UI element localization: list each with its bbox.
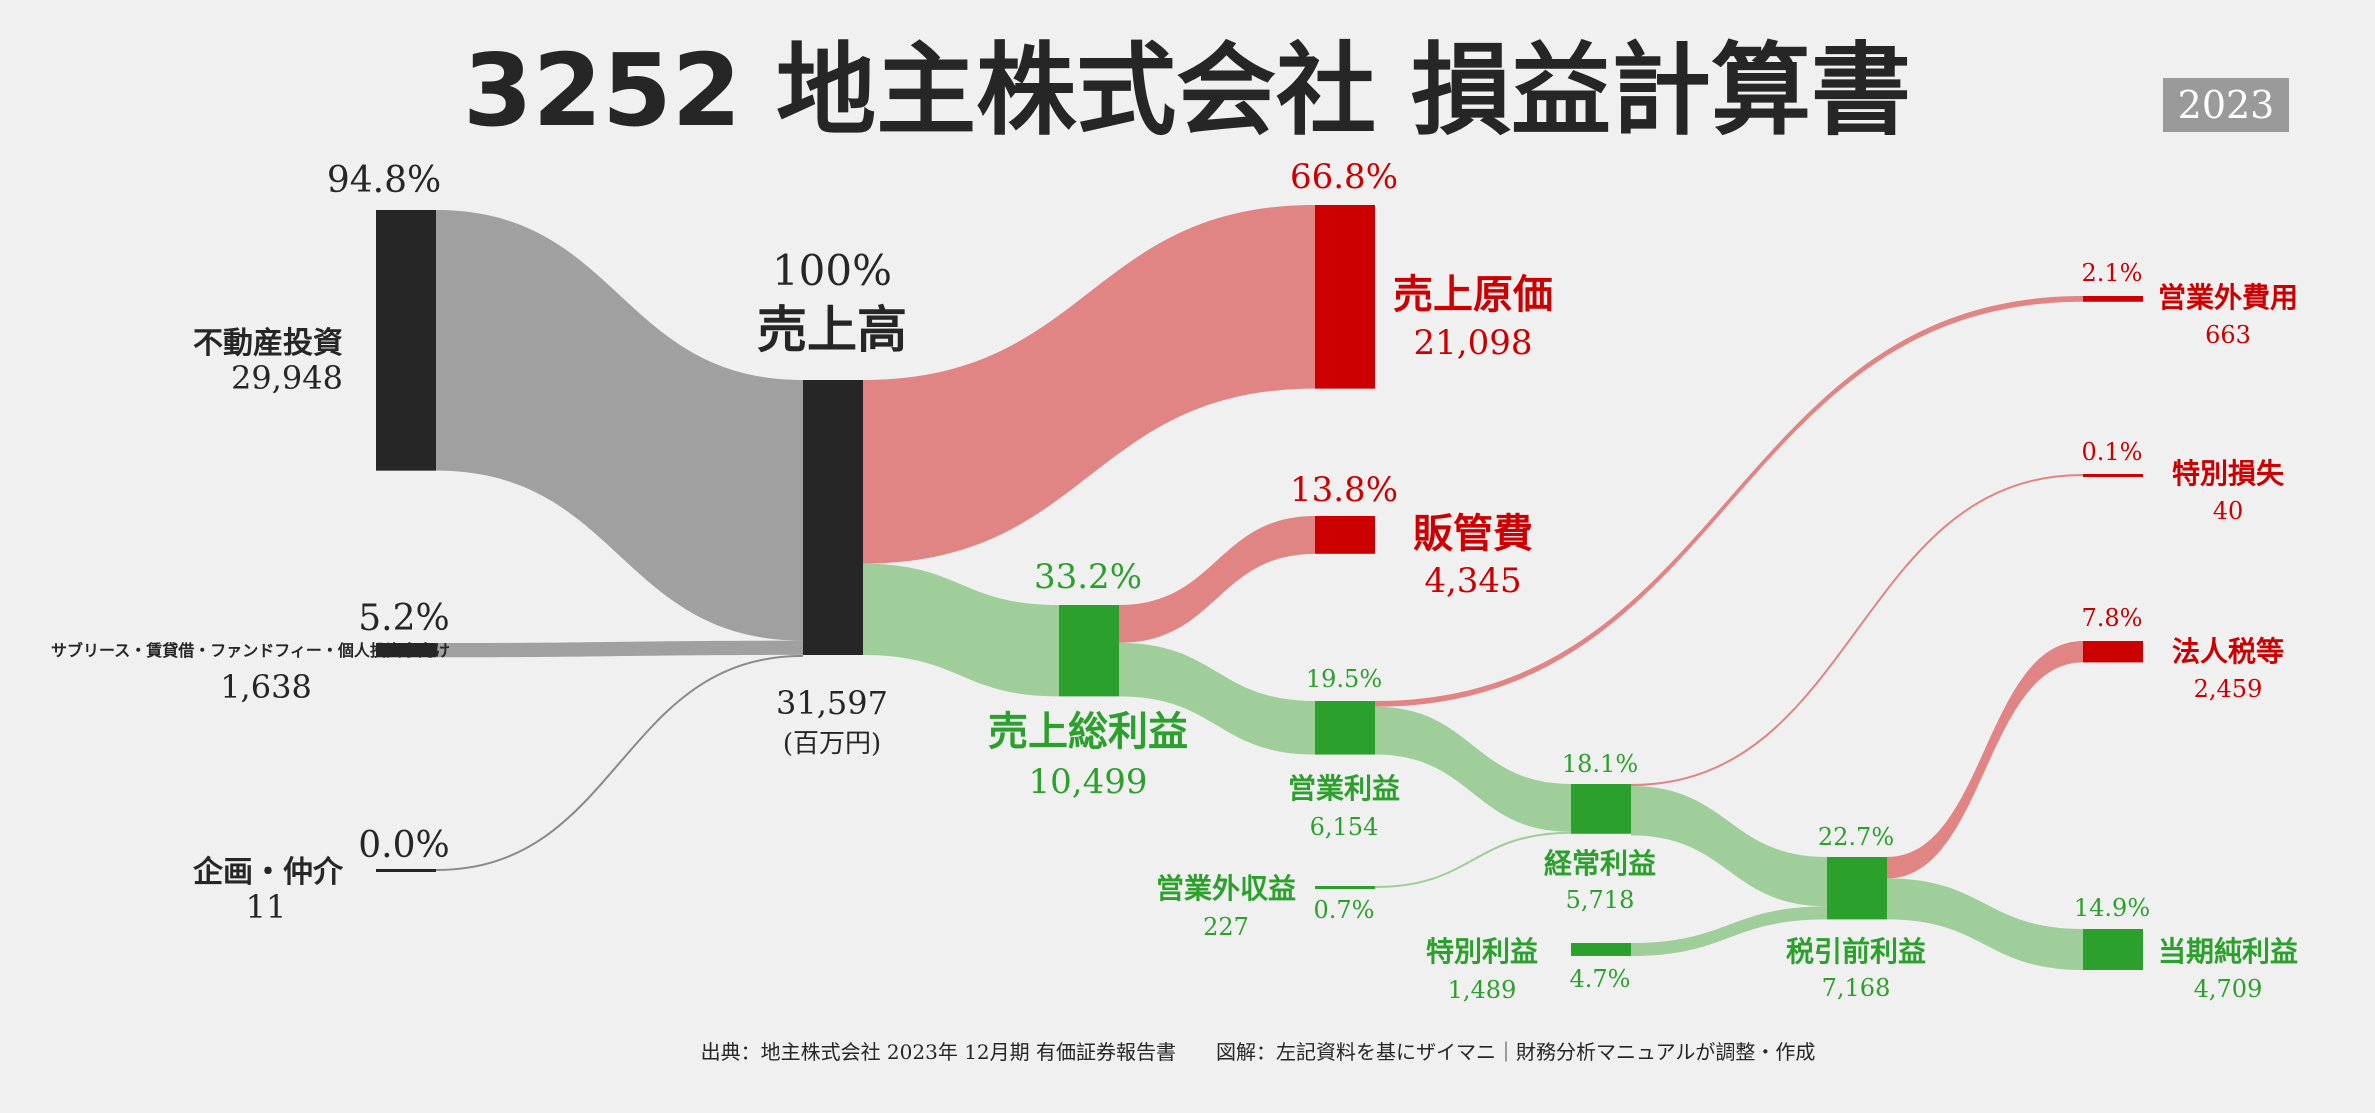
pct-nonop-inc: 0.7%	[1314, 896, 1375, 924]
node-sublease	[376, 643, 436, 658]
value-ordinary: 5,718	[1566, 886, 1635, 914]
node-ext_loss	[2083, 474, 2143, 477]
value-nonop-exp: 663	[2205, 321, 2251, 349]
flow-fudosan-to-revenue	[436, 210, 803, 641]
label-sublease: サブリース・賃貸借・ファンドフィー・個人投資家向け	[51, 641, 450, 660]
value-revenue: 31,597	[776, 684, 888, 722]
label-ext-inc: 特別利益	[1426, 935, 1538, 968]
label-op: 営業利益	[1288, 772, 1400, 805]
year-badge-text: 2023	[2178, 83, 2275, 127]
flow-op-to-ordinary	[1375, 706, 1571, 832]
value-nonop-inc: 227	[1203, 913, 1249, 941]
flow-kikaku-to-revenue	[435, 654, 804, 871]
pct-net: 14.9%	[2074, 894, 2150, 922]
value-cogs: 21,098	[1414, 323, 1533, 363]
flow-gross-to-op	[1119, 642, 1315, 755]
value-ext-inc: 1,489	[1448, 976, 1517, 1004]
label-net: 当期純利益	[2158, 935, 2298, 968]
flow-op-to-nonop_exp	[1375, 296, 2083, 707]
flow-ordinary-to-ext_loss	[1630, 474, 2084, 786]
pct-ext-loss: 0.1%	[2082, 438, 2143, 466]
node-tax	[2083, 641, 2143, 663]
value-net: 4,709	[2194, 975, 2263, 1003]
node-ordinary	[1571, 784, 1631, 834]
page-title: 3252 地主株式会社 損益計算書	[463, 32, 1911, 149]
flow-nonop_inc-to-ordinary	[1374, 831, 1572, 888]
pct-nonop-exp: 2.1%	[2082, 259, 2143, 287]
value-sga: 4,345	[1424, 561, 1521, 601]
pct-sublease: 5.2%	[358, 598, 449, 639]
pct-cogs: 66.8%	[1290, 157, 1398, 197]
label-pretax: 税引前利益	[1786, 935, 1926, 968]
node-nonop_exp	[2083, 296, 2143, 302]
source-note: 出典：地主株式会社 2023年 12月期 有価証券報告書 図解：左記資料を基にザ…	[701, 1040, 1816, 1064]
label-ordinary: 経常利益	[1544, 847, 1656, 880]
flow-revenue-to-gross	[863, 563, 1059, 697]
node-fudosan	[376, 210, 436, 471]
node-sga	[1315, 516, 1375, 554]
value-tax: 2,459	[2194, 675, 2263, 703]
pct-kikaku: 0.0%	[358, 825, 449, 866]
pct-tax: 7.8%	[2082, 604, 2143, 632]
pct-sga: 13.8%	[1290, 470, 1398, 510]
node-revenue	[803, 380, 863, 655]
value-pretax: 7,168	[1822, 974, 1891, 1002]
node-pretax	[1827, 857, 1887, 920]
pct-pretax: 22.7%	[1818, 823, 1894, 851]
label-ext-loss: 特別損失	[2172, 457, 2285, 490]
flow-ordinary-to-pretax	[1631, 786, 1827, 907]
label-revenue: 売上高	[757, 301, 907, 359]
year-badge	[2163, 78, 2289, 132]
flow-revenue-to-cogs	[863, 205, 1315, 564]
node-gross	[1059, 605, 1119, 697]
pct-ordinary: 18.1%	[1562, 750, 1638, 778]
node-ext_inc	[1571, 943, 1631, 956]
label-nonop-exp: 営業外費用	[2158, 281, 2298, 314]
value-gross: 10,499	[1029, 762, 1148, 802]
node-net	[2083, 929, 2143, 970]
node-cogs	[1315, 205, 1375, 389]
value-kikaku: 11	[246, 888, 287, 926]
label-gross: 売上総利益	[988, 709, 1188, 755]
pct-ext-inc: 4.7%	[1570, 965, 1631, 993]
label-fudosan: 不動産投資	[193, 326, 343, 361]
flow-ext_inc-to-pretax	[1631, 906, 1827, 956]
value-ext-loss: 40	[2213, 497, 2244, 525]
label-tax: 法人税等	[2172, 635, 2284, 668]
label-sga: 販管費	[1413, 511, 1533, 557]
flow-pretax-to-tax	[1887, 641, 2083, 879]
node-op	[1315, 701, 1375, 755]
node-kikaku	[376, 869, 436, 872]
value-fudosan: 29,948	[231, 359, 343, 397]
flow-gross-to-sga	[1119, 516, 1315, 643]
label-nonop-inc: 営業外収益	[1156, 872, 1296, 905]
label-kikaku: 企画・仲介	[193, 855, 344, 890]
pct-gross: 33.2%	[1034, 557, 1142, 597]
flow-pretax-to-net	[1887, 878, 2083, 970]
unit-label: (百万円)	[783, 729, 881, 759]
pct-op: 19.5%	[1306, 665, 1382, 693]
sankey-links	[435, 205, 2084, 970]
value-sublease: 1,638	[220, 668, 312, 706]
flow-sublease-to-revenue	[436, 640, 803, 658]
pct-revenue: 100%	[772, 246, 892, 295]
sankey-nodes	[376, 205, 2143, 970]
node-nonop_inc	[1315, 886, 1375, 889]
label-cogs: 売上原価	[1393, 272, 1553, 318]
pct-fudosan: 94.8%	[327, 160, 441, 201]
value-op: 6,154	[1310, 813, 1379, 841]
